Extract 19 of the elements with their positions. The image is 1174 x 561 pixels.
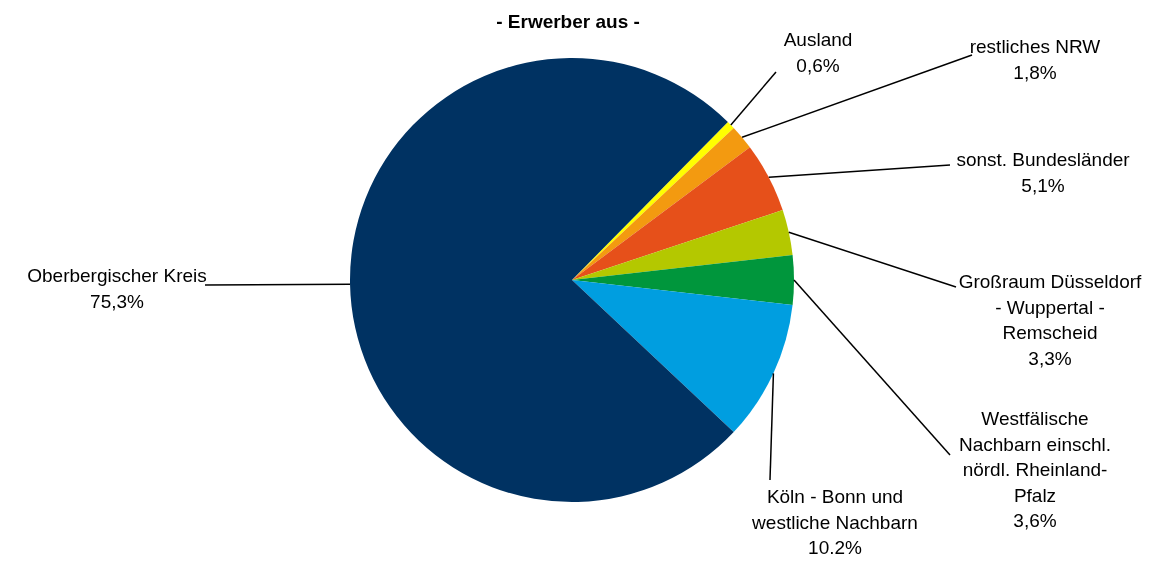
chart-title: - Erwerber aus -	[496, 11, 640, 32]
data-label: 75,3%	[90, 290, 145, 312]
data-label: 3,3%	[1028, 347, 1072, 369]
pie-slice	[350, 58, 734, 502]
slice-label: sonst. Bundesländer	[956, 149, 1131, 170]
pie-slice	[572, 147, 783, 280]
pie-slice	[572, 280, 793, 433]
slice-label: restliches NRW	[969, 36, 1101, 57]
slice-label: Großraum Düsseldorf - Wuppertal - Remscheid	[958, 271, 1143, 343]
data-label: 5,1%	[1021, 174, 1065, 196]
data-label: 0,6%	[796, 54, 840, 76]
pie-slice	[572, 210, 793, 280]
data-label: 1,8%	[1013, 61, 1057, 83]
slice-label: Ausland	[783, 29, 853, 50]
data-label: 3,6%	[1013, 510, 1057, 531]
slice-label: Oberbergischer Kreis	[27, 265, 207, 286]
data-label: 10.2%	[808, 537, 863, 558]
slice-label: Köln - Bonn und westliche Nachbarn	[751, 486, 918, 533]
slice-label: Westfälische Nachbarn einschl. nördl. Rheinland- Pfalz	[958, 408, 1112, 506]
